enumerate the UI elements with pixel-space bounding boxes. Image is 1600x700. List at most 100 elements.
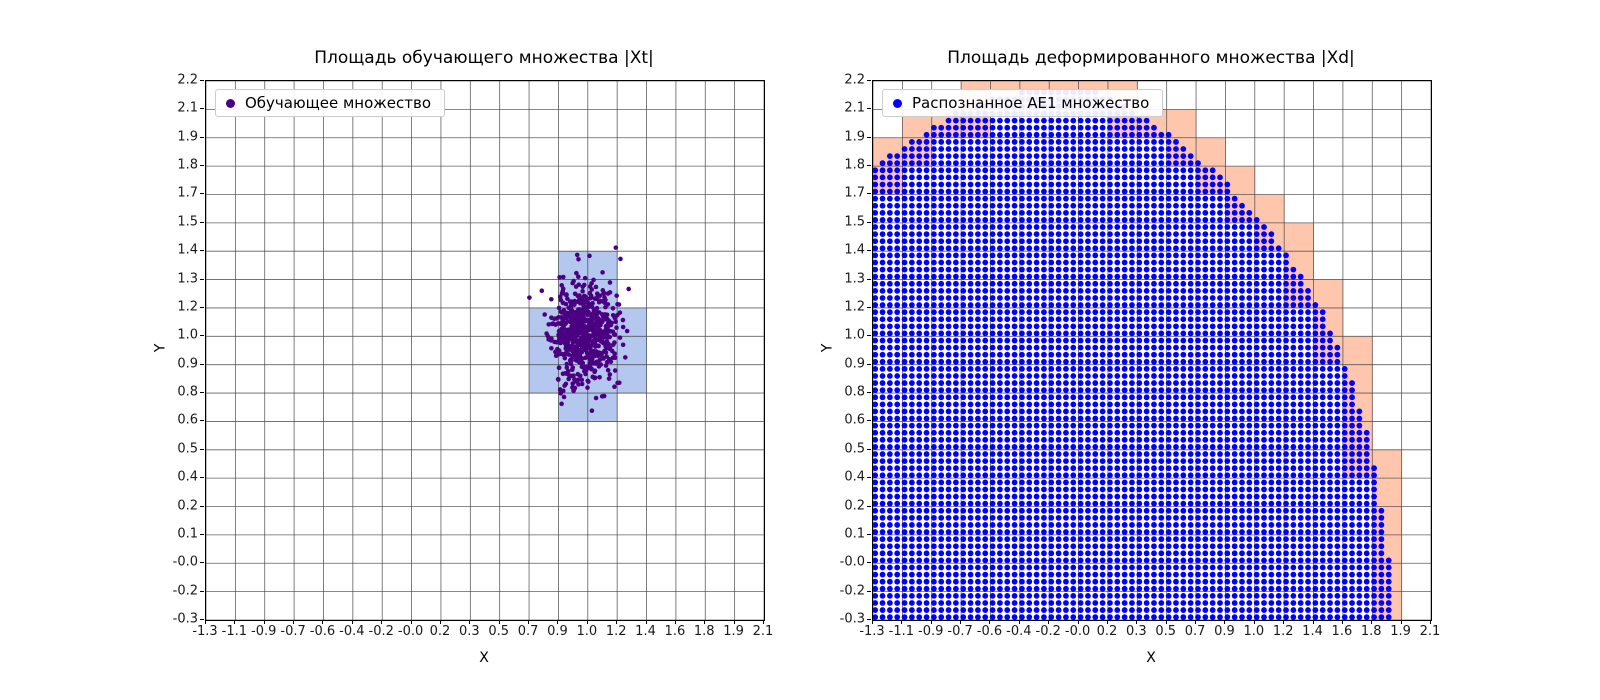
- y-tick-mark: [200, 505, 204, 507]
- x-tick-label: -1.3: [192, 624, 218, 639]
- y-tick-label: 1.8: [844, 157, 865, 173]
- y-tick-label: 0.2: [177, 498, 198, 514]
- y-tick-mark: [867, 221, 871, 223]
- y-tick-label: -0.3: [839, 611, 865, 627]
- x-tick-label: 0.9: [1214, 624, 1235, 639]
- x-tick-mark: [205, 620, 206, 624]
- y-tick-mark: [867, 477, 871, 479]
- y-tick-mark: [867, 363, 871, 365]
- y-tick-label: -0.2: [172, 583, 198, 599]
- deformed-plot-legend: Распознанное AE1 множество: [882, 89, 1164, 117]
- y-tick-label: 1.3: [177, 271, 198, 287]
- x-tick-mark: [498, 620, 500, 624]
- x-tick-label: 0.9: [547, 624, 568, 639]
- deformed-plot-title: Площадь деформированного множества |Xd|: [947, 48, 1355, 68]
- x-tick-mark: [1018, 620, 1020, 624]
- y-tick-label: 0.6: [177, 412, 198, 428]
- y-tick-label: 0.5: [844, 441, 865, 457]
- y-tick-label: 1.7: [177, 185, 198, 201]
- x-tick-mark: [1400, 620, 1402, 624]
- x-tick-label: -1.3: [859, 624, 885, 639]
- y-tick-label: 0.2: [844, 498, 865, 514]
- x-tick-label: -0.2: [368, 624, 394, 639]
- x-tick-mark: [616, 620, 618, 624]
- x-tick-mark: [674, 620, 676, 624]
- x-tick-mark: [263, 620, 265, 624]
- y-tick-mark: [867, 562, 871, 564]
- x-tick-mark: [763, 620, 764, 624]
- y-tick-label: 0.8: [844, 384, 865, 400]
- y-tick-mark: [200, 448, 204, 450]
- x-tick-mark: [872, 620, 873, 624]
- x-tick-mark: [381, 620, 383, 624]
- y-tick-mark: [200, 250, 204, 252]
- x-tick-label: -0.4: [339, 624, 365, 639]
- y-tick-label: 1.0: [844, 327, 865, 343]
- x-tick-mark: [586, 620, 588, 624]
- y-tick-label: -0.3: [172, 611, 198, 627]
- x-tick-label: 2.1: [1419, 624, 1441, 639]
- y-tick-mark: [200, 619, 204, 620]
- y-tick-label: 1.3: [844, 271, 865, 287]
- x-tick-label: -0.9: [918, 624, 944, 639]
- y-tick-label: 0.5: [177, 441, 198, 457]
- x-tick-mark: [1106, 620, 1108, 624]
- x-tick-mark: [1165, 620, 1167, 624]
- x-tick-mark: [1430, 620, 1431, 624]
- y-tick-label: -0.0: [839, 554, 865, 570]
- y-tick-label: 0.6: [844, 412, 865, 428]
- y-tick-mark: [200, 278, 204, 280]
- legend-dot-icon: [893, 98, 902, 108]
- y-tick-mark: [867, 108, 871, 110]
- y-tick-mark: [200, 420, 204, 422]
- x-tick-mark: [1341, 620, 1343, 624]
- y-tick-mark: [200, 392, 204, 394]
- y-tick-mark: [867, 392, 871, 394]
- y-tick-label: 1.7: [844, 185, 865, 201]
- x-tick-label: -0.6: [976, 624, 1003, 639]
- x-tick-label: 0.3: [1125, 624, 1147, 639]
- y-tick-label: 1.2: [177, 299, 198, 315]
- y-tick-label: 0.4: [177, 469, 198, 485]
- x-tick-mark: [1048, 620, 1050, 624]
- x-tick-label: 0.2: [429, 624, 451, 639]
- x-tick-label: -0.6: [309, 624, 336, 639]
- y-tick-mark: [200, 477, 204, 479]
- x-tick-label: -0.7: [280, 624, 306, 639]
- x-tick-mark: [960, 620, 962, 624]
- x-tick-mark: [930, 620, 932, 624]
- y-tick-mark: [200, 221, 204, 223]
- y-tick-label: 1.9: [844, 129, 865, 145]
- y-tick-label: 1.2: [844, 299, 865, 315]
- x-tick-mark: [1371, 620, 1373, 624]
- y-tick-mark: [867, 306, 871, 308]
- y-tick-mark: [867, 505, 871, 507]
- y-tick-mark: [200, 562, 204, 564]
- x-tick-label: -0.2: [1035, 624, 1061, 639]
- x-tick-label: 1.0: [1243, 624, 1265, 639]
- x-tick-mark: [901, 620, 903, 624]
- x-tick-mark: [645, 620, 647, 624]
- x-tick-mark: [1077, 620, 1079, 624]
- training-plot-title: Площадь обучающего множества |Xt|: [314, 48, 654, 68]
- y-tick-mark: [200, 193, 204, 195]
- x-tick-label: 1.4: [1302, 624, 1323, 639]
- y-tick-label: -0.2: [839, 583, 865, 599]
- x-tick-label: 1.0: [576, 624, 598, 639]
- x-tick-label: -0.7: [947, 624, 973, 639]
- y-tick-label: 2.2: [844, 72, 865, 88]
- y-tick-mark: [867, 590, 871, 592]
- y-tick-mark: [200, 306, 204, 308]
- y-tick-label: 0.8: [177, 384, 198, 400]
- x-tick-label: 0.7: [517, 624, 539, 639]
- deformed-plot-x-axis-label: X: [1146, 650, 1156, 666]
- x-tick-mark: [234, 620, 236, 624]
- x-tick-mark: [1224, 620, 1226, 624]
- x-tick-label: 1.8: [693, 624, 715, 639]
- y-tick-mark: [200, 108, 204, 110]
- x-tick-mark: [1195, 620, 1197, 624]
- y-tick-mark: [867, 278, 871, 280]
- x-tick-label: 0.5: [1155, 624, 1177, 639]
- x-tick-label: -1.1: [888, 624, 915, 639]
- x-tick-mark: [704, 620, 706, 624]
